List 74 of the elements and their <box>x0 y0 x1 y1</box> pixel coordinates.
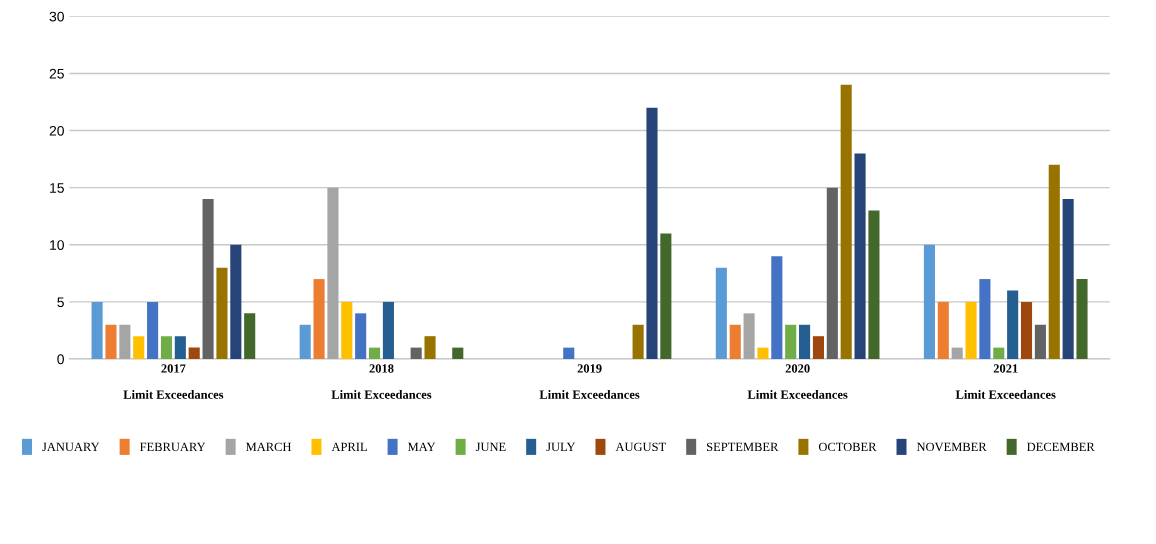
bar <box>743 313 755 360</box>
bar <box>133 336 145 360</box>
y-tick-label: 0 <box>57 354 64 365</box>
bar <box>632 324 644 360</box>
bar <box>369 347 381 360</box>
bar <box>341 301 353 360</box>
legend-label: NOVEMBER <box>916 442 987 452</box>
legend-label: JULY <box>546 442 576 452</box>
bar <box>1048 164 1060 360</box>
bar <box>452 347 464 360</box>
bar <box>299 324 311 360</box>
bar <box>937 301 949 360</box>
y-tick-label: 15 <box>50 183 64 193</box>
legend-label: AUGUST <box>615 442 666 452</box>
bar <box>119 324 131 360</box>
bar <box>105 324 117 360</box>
bar <box>923 244 935 360</box>
bar <box>563 347 575 360</box>
bar <box>160 336 173 360</box>
bar <box>993 347 1005 360</box>
bar <box>1076 279 1088 360</box>
bar <box>812 336 824 360</box>
bar <box>91 301 103 360</box>
bar <box>840 84 852 360</box>
bar <box>174 336 186 360</box>
bar <box>410 347 422 360</box>
legend-label: MAY <box>407 442 436 451</box>
bar <box>230 244 242 360</box>
bar <box>313 279 325 360</box>
bar <box>771 256 783 360</box>
bar <box>202 199 214 360</box>
bar <box>1007 290 1019 360</box>
bar <box>382 301 394 360</box>
legend-label: SEPTEMBER <box>707 442 779 452</box>
bar <box>729 324 741 360</box>
bar <box>785 324 797 360</box>
legend-label: MARCH <box>245 442 292 452</box>
legend-label: DECEMBER <box>1027 442 1095 452</box>
legend-label: OCTOBER <box>818 442 877 452</box>
bar <box>965 301 977 360</box>
bar <box>660 233 672 360</box>
bar <box>951 347 963 360</box>
bar <box>327 187 339 360</box>
bar <box>1062 199 1074 360</box>
y-tick-label: 10 <box>50 240 64 250</box>
category-label: 2021 Limit Exceedances <box>955 364 1056 399</box>
bar <box>355 313 367 360</box>
bar <box>424 336 436 360</box>
y-tick-label: 25 <box>49 68 64 79</box>
bar <box>757 347 769 360</box>
legend-label: FEBRUARY <box>139 442 206 452</box>
bar <box>147 301 159 360</box>
legend-label: APRIL <box>331 442 367 451</box>
bar <box>715 267 727 360</box>
bar <box>868 210 880 360</box>
bar <box>244 313 256 360</box>
y-tick-label: 20 <box>49 125 64 136</box>
bar <box>979 279 991 360</box>
bar <box>188 347 200 360</box>
bar <box>216 267 228 360</box>
legend-label: JANUARY <box>42 442 100 452</box>
bar <box>854 153 866 360</box>
legend-label: JUNE <box>475 442 506 452</box>
category-label: 2017 Limit Exceedances <box>123 364 224 399</box>
bar <box>826 187 838 360</box>
bar <box>1020 301 1033 360</box>
bar <box>646 107 658 360</box>
category-label: 2020 Limit Exceedances <box>747 364 848 399</box>
bar <box>799 324 811 360</box>
category-label: 2019 Limit Exceedances <box>539 364 640 399</box>
category-label: 2018 Limit Exceedances <box>331 364 432 399</box>
y-tick-label: 30 <box>49 11 64 22</box>
y-tick-label: 5 <box>57 297 64 308</box>
bar <box>1034 324 1046 360</box>
